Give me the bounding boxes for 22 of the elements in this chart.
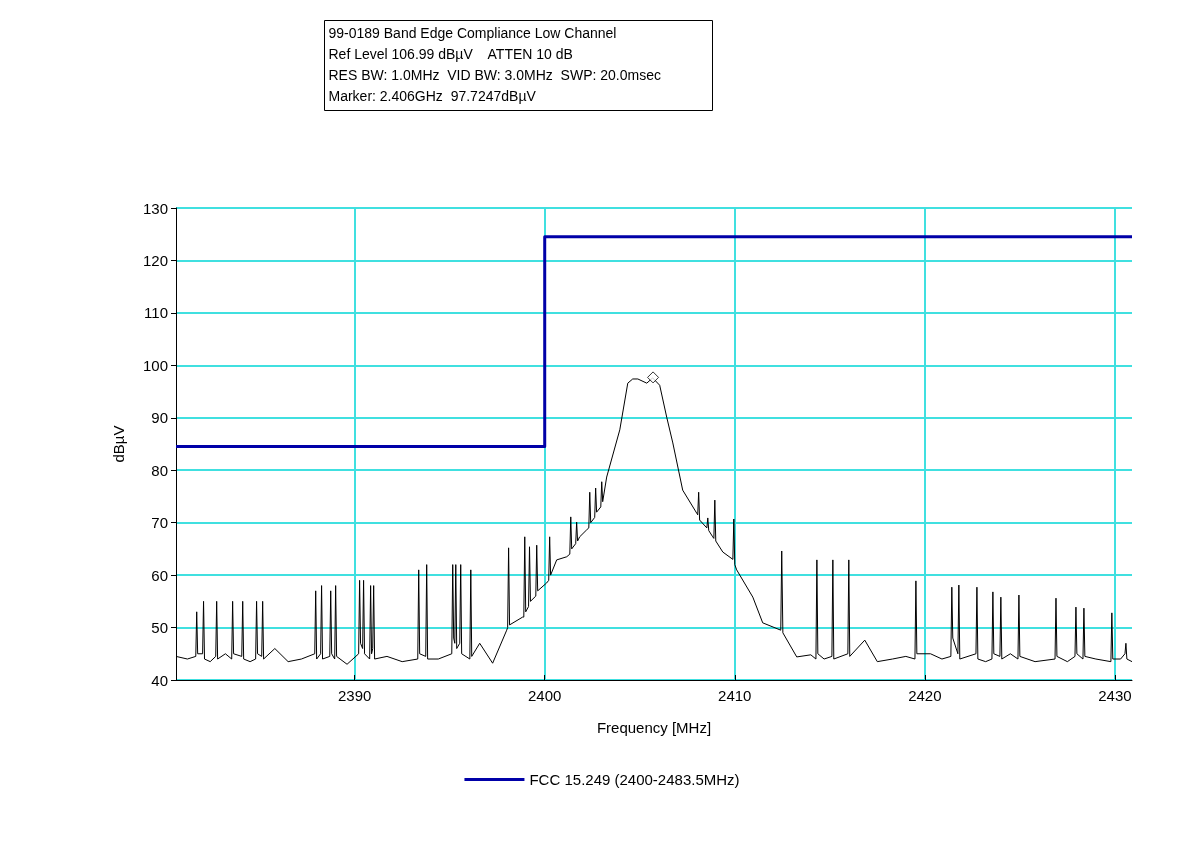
chart-title: 99-0189 Band Edge Compliance Low Channel (328, 24, 617, 41)
x-tick-label: 2410 (718, 687, 752, 704)
y-tick-label: 40 (151, 671, 168, 689)
y-tick-label: 50 (151, 619, 168, 637)
y-tick-label: 70 (151, 514, 168, 532)
x-tick-label: 2430 (1098, 687, 1132, 704)
y-tick-label: 60 (151, 566, 168, 584)
x-tick-label: 2400 (528, 687, 562, 704)
text: RES BW: 1.0MHz VID BW: 3.0MHz SWP: 20.0msec (328, 66, 661, 83)
legend-label: FCC 15.249 (2400-2483.5MHz) (529, 771, 740, 788)
y-tick-label: 110 (144, 304, 168, 322)
y-tick-label: 100 (142, 356, 168, 374)
y-tick-label: 90 (151, 409, 168, 427)
y-tick-label: 80 (151, 461, 168, 479)
y-axis-title: dBµV (110, 425, 127, 463)
x-tick-label: 2420 (908, 687, 942, 704)
text: Marker: 2.406GHz 97.7247dBµV (328, 87, 537, 104)
text: Ref Level 106.99 dBµV ATTEN 10 dB (328, 45, 573, 62)
y-tick-label: 120 (142, 251, 168, 269)
x-tick-label: 2390 (337, 687, 372, 704)
x-axis-title: Frequency [MHz] (596, 719, 712, 736)
y-tick-label: 130 (142, 199, 168, 217)
